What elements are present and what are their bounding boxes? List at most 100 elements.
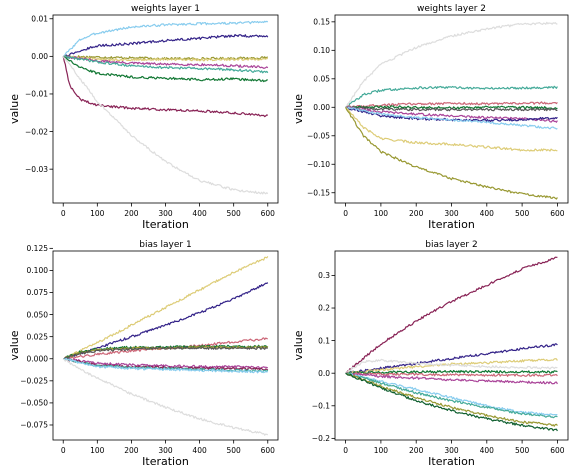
series-line bbox=[62, 56, 269, 118]
series-line bbox=[345, 372, 558, 432]
series-line bbox=[62, 358, 269, 436]
series-line bbox=[62, 55, 269, 61]
y-tick-label: 0.01 bbox=[31, 14, 48, 23]
series-line bbox=[345, 106, 558, 152]
x-tick-label: 300 bbox=[158, 446, 173, 455]
y-tick-label: 0.2 bbox=[318, 304, 330, 313]
y-tick-label: −0.02 bbox=[25, 127, 48, 136]
series-line bbox=[62, 55, 268, 83]
x-tick-label: 600 bbox=[550, 209, 565, 218]
y-tick-label: 0.05 bbox=[313, 75, 330, 84]
series-line bbox=[345, 372, 558, 385]
subplot-3: 0 100 200 300 400 500 600 −0.075 −0.050 −0.025 0.0… bbox=[8, 240, 279, 468]
x-tick-label: 400 bbox=[192, 209, 207, 218]
y-tick-label: 0.075 bbox=[27, 288, 49, 297]
y-tick-label: 0.00 bbox=[31, 52, 48, 61]
series-line bbox=[63, 256, 269, 360]
series-line bbox=[345, 21, 558, 108]
y-tick-label: −0.050 bbox=[20, 399, 48, 408]
series-lines bbox=[345, 21, 558, 200]
y-tick-label: 0.15 bbox=[313, 18, 330, 27]
series-line bbox=[62, 357, 268, 374]
series-line bbox=[63, 346, 268, 360]
y-tick-label: 0.000 bbox=[27, 354, 49, 363]
y-tick-label: −0.15 bbox=[307, 188, 330, 197]
series-line bbox=[345, 372, 558, 416]
x-tick-label: 300 bbox=[158, 209, 173, 218]
y-tick-label: 0.00 bbox=[313, 103, 330, 112]
series-line bbox=[63, 282, 269, 360]
y-tick-label: 0.1 bbox=[318, 336, 330, 345]
subplot-title: bias layer 1 bbox=[139, 240, 191, 250]
y-tick-label: 0.050 bbox=[27, 310, 49, 319]
y-tick-label: −0.075 bbox=[20, 421, 48, 430]
x-tick-label: 400 bbox=[480, 446, 495, 455]
x-tick-label: 300 bbox=[444, 446, 459, 455]
x-tick-label: 0 bbox=[343, 209, 348, 218]
y-tick-label: −0.2 bbox=[312, 434, 330, 443]
y-tick-label: −0.03 bbox=[25, 165, 48, 174]
series-line bbox=[345, 371, 558, 377]
x-axis-label: Iteration bbox=[428, 455, 475, 468]
x-axis-label: Iteration bbox=[142, 218, 189, 231]
y-axis-label: value bbox=[8, 330, 21, 360]
x-tick-label: 400 bbox=[480, 209, 495, 218]
x-tick-label: 500 bbox=[227, 446, 242, 455]
x-tick-label: 0 bbox=[61, 209, 66, 218]
x-tick-label: 200 bbox=[409, 446, 424, 455]
x-tick-label: 200 bbox=[409, 209, 424, 218]
series-line bbox=[62, 55, 268, 62]
y-tick-label: −0.05 bbox=[307, 131, 330, 140]
x-tick-label: 400 bbox=[192, 446, 207, 455]
x-tick-label: 500 bbox=[515, 209, 530, 218]
y-tick-label: 0.0 bbox=[318, 369, 330, 378]
subplot-1: 0 100 200 300 400 500 600 −0.03 −0.02 −0.01 0.00 0.… bbox=[8, 4, 279, 231]
y-tick-label: 0.025 bbox=[27, 332, 49, 341]
series-lines bbox=[62, 20, 269, 195]
y-tick-label: −0.10 bbox=[307, 160, 330, 169]
y-axis-label: value bbox=[8, 94, 21, 124]
subplot-title: weights layer 2 bbox=[417, 4, 486, 14]
x-tick-label: 600 bbox=[261, 209, 276, 218]
axes-frame bbox=[52, 250, 279, 441]
x-tick-label: 100 bbox=[374, 446, 389, 455]
x-tick-label: 0 bbox=[343, 446, 348, 455]
series-lines bbox=[345, 256, 558, 432]
y-tick-label: −0.025 bbox=[20, 377, 48, 386]
subplot-4: 0 100 200 300 400 500 600 −0.2 −0.1 0.0 0.1 0.2 0.3 b… bbox=[292, 240, 569, 468]
series-line bbox=[345, 106, 558, 112]
y-tick-label: 0.3 bbox=[318, 271, 330, 280]
x-axis-label: Iteration bbox=[428, 218, 475, 231]
series-line bbox=[345, 107, 558, 200]
series-lines bbox=[62, 256, 269, 436]
x-tick-label: 100 bbox=[90, 209, 105, 218]
x-tick-label: 500 bbox=[227, 209, 242, 218]
series-line bbox=[62, 20, 269, 57]
x-tick-label: 500 bbox=[515, 446, 530, 455]
x-tick-label: 200 bbox=[124, 446, 139, 455]
series-line bbox=[345, 372, 558, 419]
y-tick-label: 0.125 bbox=[27, 244, 49, 253]
series-line bbox=[345, 358, 558, 375]
y-tick-label: 0.100 bbox=[27, 266, 49, 275]
y-axis-label: value bbox=[292, 94, 305, 124]
series-line bbox=[63, 33, 269, 58]
x-tick-label: 600 bbox=[550, 446, 565, 455]
axes-frame bbox=[52, 14, 279, 204]
x-tick-label: 100 bbox=[374, 209, 389, 218]
x-tick-label: 0 bbox=[61, 446, 66, 455]
x-tick-label: 300 bbox=[444, 209, 459, 218]
series-line bbox=[62, 56, 269, 195]
series-line bbox=[345, 85, 558, 108]
subplot-2: 0 100 200 300 400 500 600 −0.15 −0.10 −0.05 0.00 0.… bbox=[292, 4, 569, 231]
x-tick-label: 200 bbox=[124, 209, 139, 218]
series-line bbox=[345, 106, 558, 130]
series-line bbox=[345, 343, 558, 375]
series-line bbox=[345, 358, 558, 374]
x-axis-label: Iteration bbox=[142, 455, 189, 468]
y-axis-label: value bbox=[292, 330, 305, 360]
y-tick-label: 0.10 bbox=[313, 46, 330, 55]
y-tick-label: −0.1 bbox=[312, 401, 330, 410]
x-tick-label: 600 bbox=[261, 446, 276, 455]
